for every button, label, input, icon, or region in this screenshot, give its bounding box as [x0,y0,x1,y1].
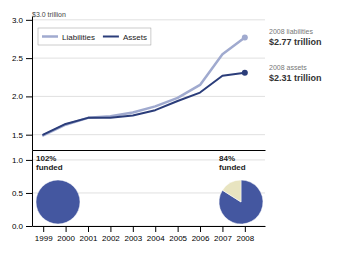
axis-line [33,226,266,227]
annotation: 84%funded [219,154,246,172]
tick: 0.0 [12,222,32,231]
tick: 2.5 [12,54,32,63]
pie [219,180,263,224]
end-marker [242,34,248,40]
tick-label: 2.0 [12,92,24,101]
tick-label: 2000 [57,234,75,243]
annotation: 102%funded [36,154,63,172]
x-axis-top [33,150,266,151]
tick-label: 2002 [102,234,120,243]
grid-line [32,19,265,20]
tick: 2002 [102,226,120,243]
tick-mark [155,226,156,232]
pie [36,180,80,224]
tick-mark [26,135,32,136]
tick-mark [26,96,32,97]
legend-label: Liabilities [62,33,95,42]
chart: 1.5 2.0 2.5 3.0 0.0 0.5 1.0 1999 2000 2001 2002 200… [0,0,337,271]
tick: 2003 [124,226,142,243]
tick-label: 2001 [80,234,98,243]
axis-line [32,151,33,227]
tick-mark [26,58,32,59]
tick: 2001 [80,226,98,243]
grid-top [32,20,265,135]
tick-label: 3.0 [12,16,24,25]
tick: 3.0 [12,16,32,25]
tick-mark [26,226,32,227]
tick-label: 1999 [35,234,53,243]
axis-line [33,150,266,151]
tick-mark [133,226,134,232]
tick-mark [26,193,32,194]
legend-item: Liabilities [42,33,95,42]
tick-label: 0.0 [12,222,24,231]
legend-label: Assets [123,33,147,42]
tick-mark [43,226,44,232]
line-series [43,73,245,135]
tick-label: 1.5 [12,131,24,140]
annotation: 2008 assets [269,64,307,71]
grid-line [32,134,265,135]
tick-mark [66,226,67,232]
plot-area-top [43,34,248,135]
tick-label: 2003 [124,234,142,243]
tick: 2006 [192,226,210,243]
tick: 0.5 [12,189,32,198]
tick-label: 2005 [169,234,187,243]
tick-label: 2004 [147,234,165,243]
tick: 2.0 [12,92,32,101]
end-marker [242,70,248,76]
tick-label: 0.5 [12,189,24,198]
pies [36,180,263,224]
tick: 2000 [57,226,75,243]
x-axis-bottom: 1999 2000 2001 2002 2003 2004 2005 2006 2007 2008 [33,226,266,243]
tick-label: 1.0 [12,156,24,165]
tick: 2008 [236,226,254,243]
tick: 2007 [214,226,232,243]
tick-label: 2.5 [12,54,24,63]
axis-line [32,17,33,151]
y-axis-bottom: 0.0 0.5 1.0 [12,151,33,232]
tick-mark [110,226,111,232]
tick-mark [178,226,179,232]
tick-mark [200,226,201,232]
tick-mark [88,226,89,232]
pie-slice [222,180,241,202]
annotation: 2008 liabilities [269,28,313,35]
tick: 1.5 [12,131,32,140]
legend-item: Assets [103,33,147,42]
annotation: $2.77 trillion [269,37,322,47]
tick-mark [245,226,246,232]
annotation: $3.0 trillion [32,11,66,18]
tick: 2004 [147,226,165,243]
grid-line [32,226,265,227]
tick-mark [26,160,32,161]
grid-bottom [32,160,265,226]
legend-swatch [42,35,58,38]
tick-mark [222,226,223,232]
grid-line [32,96,265,97]
pie-slice [219,180,263,224]
tick-label: 2008 [236,234,254,243]
tick: 2005 [169,226,187,243]
legend-swatch [103,36,119,38]
legend: Liabilities Assets [38,28,151,45]
y-axis-top: 1.5 2.0 2.5 3.0 [12,16,33,151]
tick-label: 2006 [192,234,210,243]
tick-label: 2007 [214,234,232,243]
tick: 1.0 [12,156,32,165]
line-series [43,37,245,135]
grid-line [32,58,265,59]
tick: 1999 [35,226,53,243]
annotation: $2.31 trillion [269,73,322,83]
legend-frame [38,28,151,45]
tick-mark [26,20,32,21]
pie-slice [36,180,80,224]
